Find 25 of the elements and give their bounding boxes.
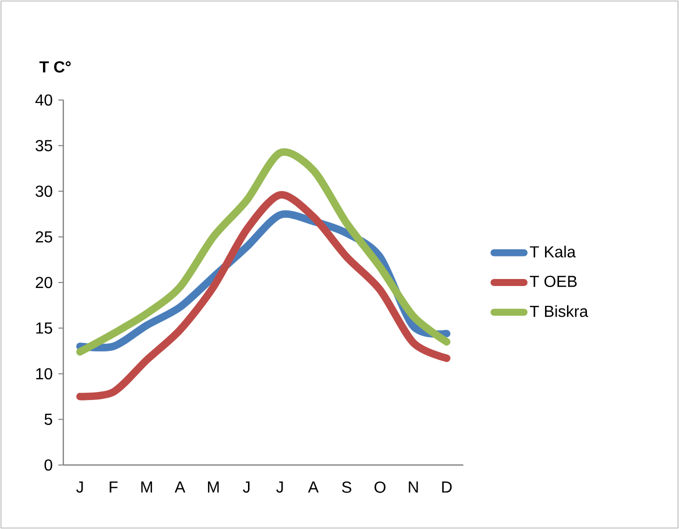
legend-label: T Kala xyxy=(530,246,576,258)
x-tick-label: A xyxy=(174,482,186,493)
x-tick-label: N xyxy=(408,482,418,493)
y-tick-label: 25 xyxy=(36,231,52,243)
x-tick-label: F xyxy=(110,482,118,493)
x-tick-label: S xyxy=(342,482,352,493)
x-tick-label: D xyxy=(442,482,452,493)
y-tick-label: 10 xyxy=(36,368,52,380)
x-tick-label: J xyxy=(242,482,250,493)
x-tick-label: M xyxy=(208,482,219,493)
x-tick-label: J xyxy=(76,482,83,493)
x-tick-label: A xyxy=(308,482,319,493)
y-tick-label: 35 xyxy=(36,140,52,152)
x-tick-label: O xyxy=(374,482,386,493)
x-tick-label: M xyxy=(141,482,152,493)
y-tick-label: 5 xyxy=(44,414,52,425)
y-tick-label: 15 xyxy=(36,322,52,334)
y-tick-label: 20 xyxy=(36,276,52,288)
x-tick-label: J xyxy=(276,482,283,493)
y-tick-label: 40 xyxy=(35,94,52,106)
legend-label: T Biskra xyxy=(530,305,588,318)
legend-label: T OEB xyxy=(530,276,577,288)
y-tick-label: 0 xyxy=(44,459,52,471)
y-axis-title: T C° xyxy=(39,61,71,73)
y-tick-label: 30 xyxy=(36,186,52,197)
